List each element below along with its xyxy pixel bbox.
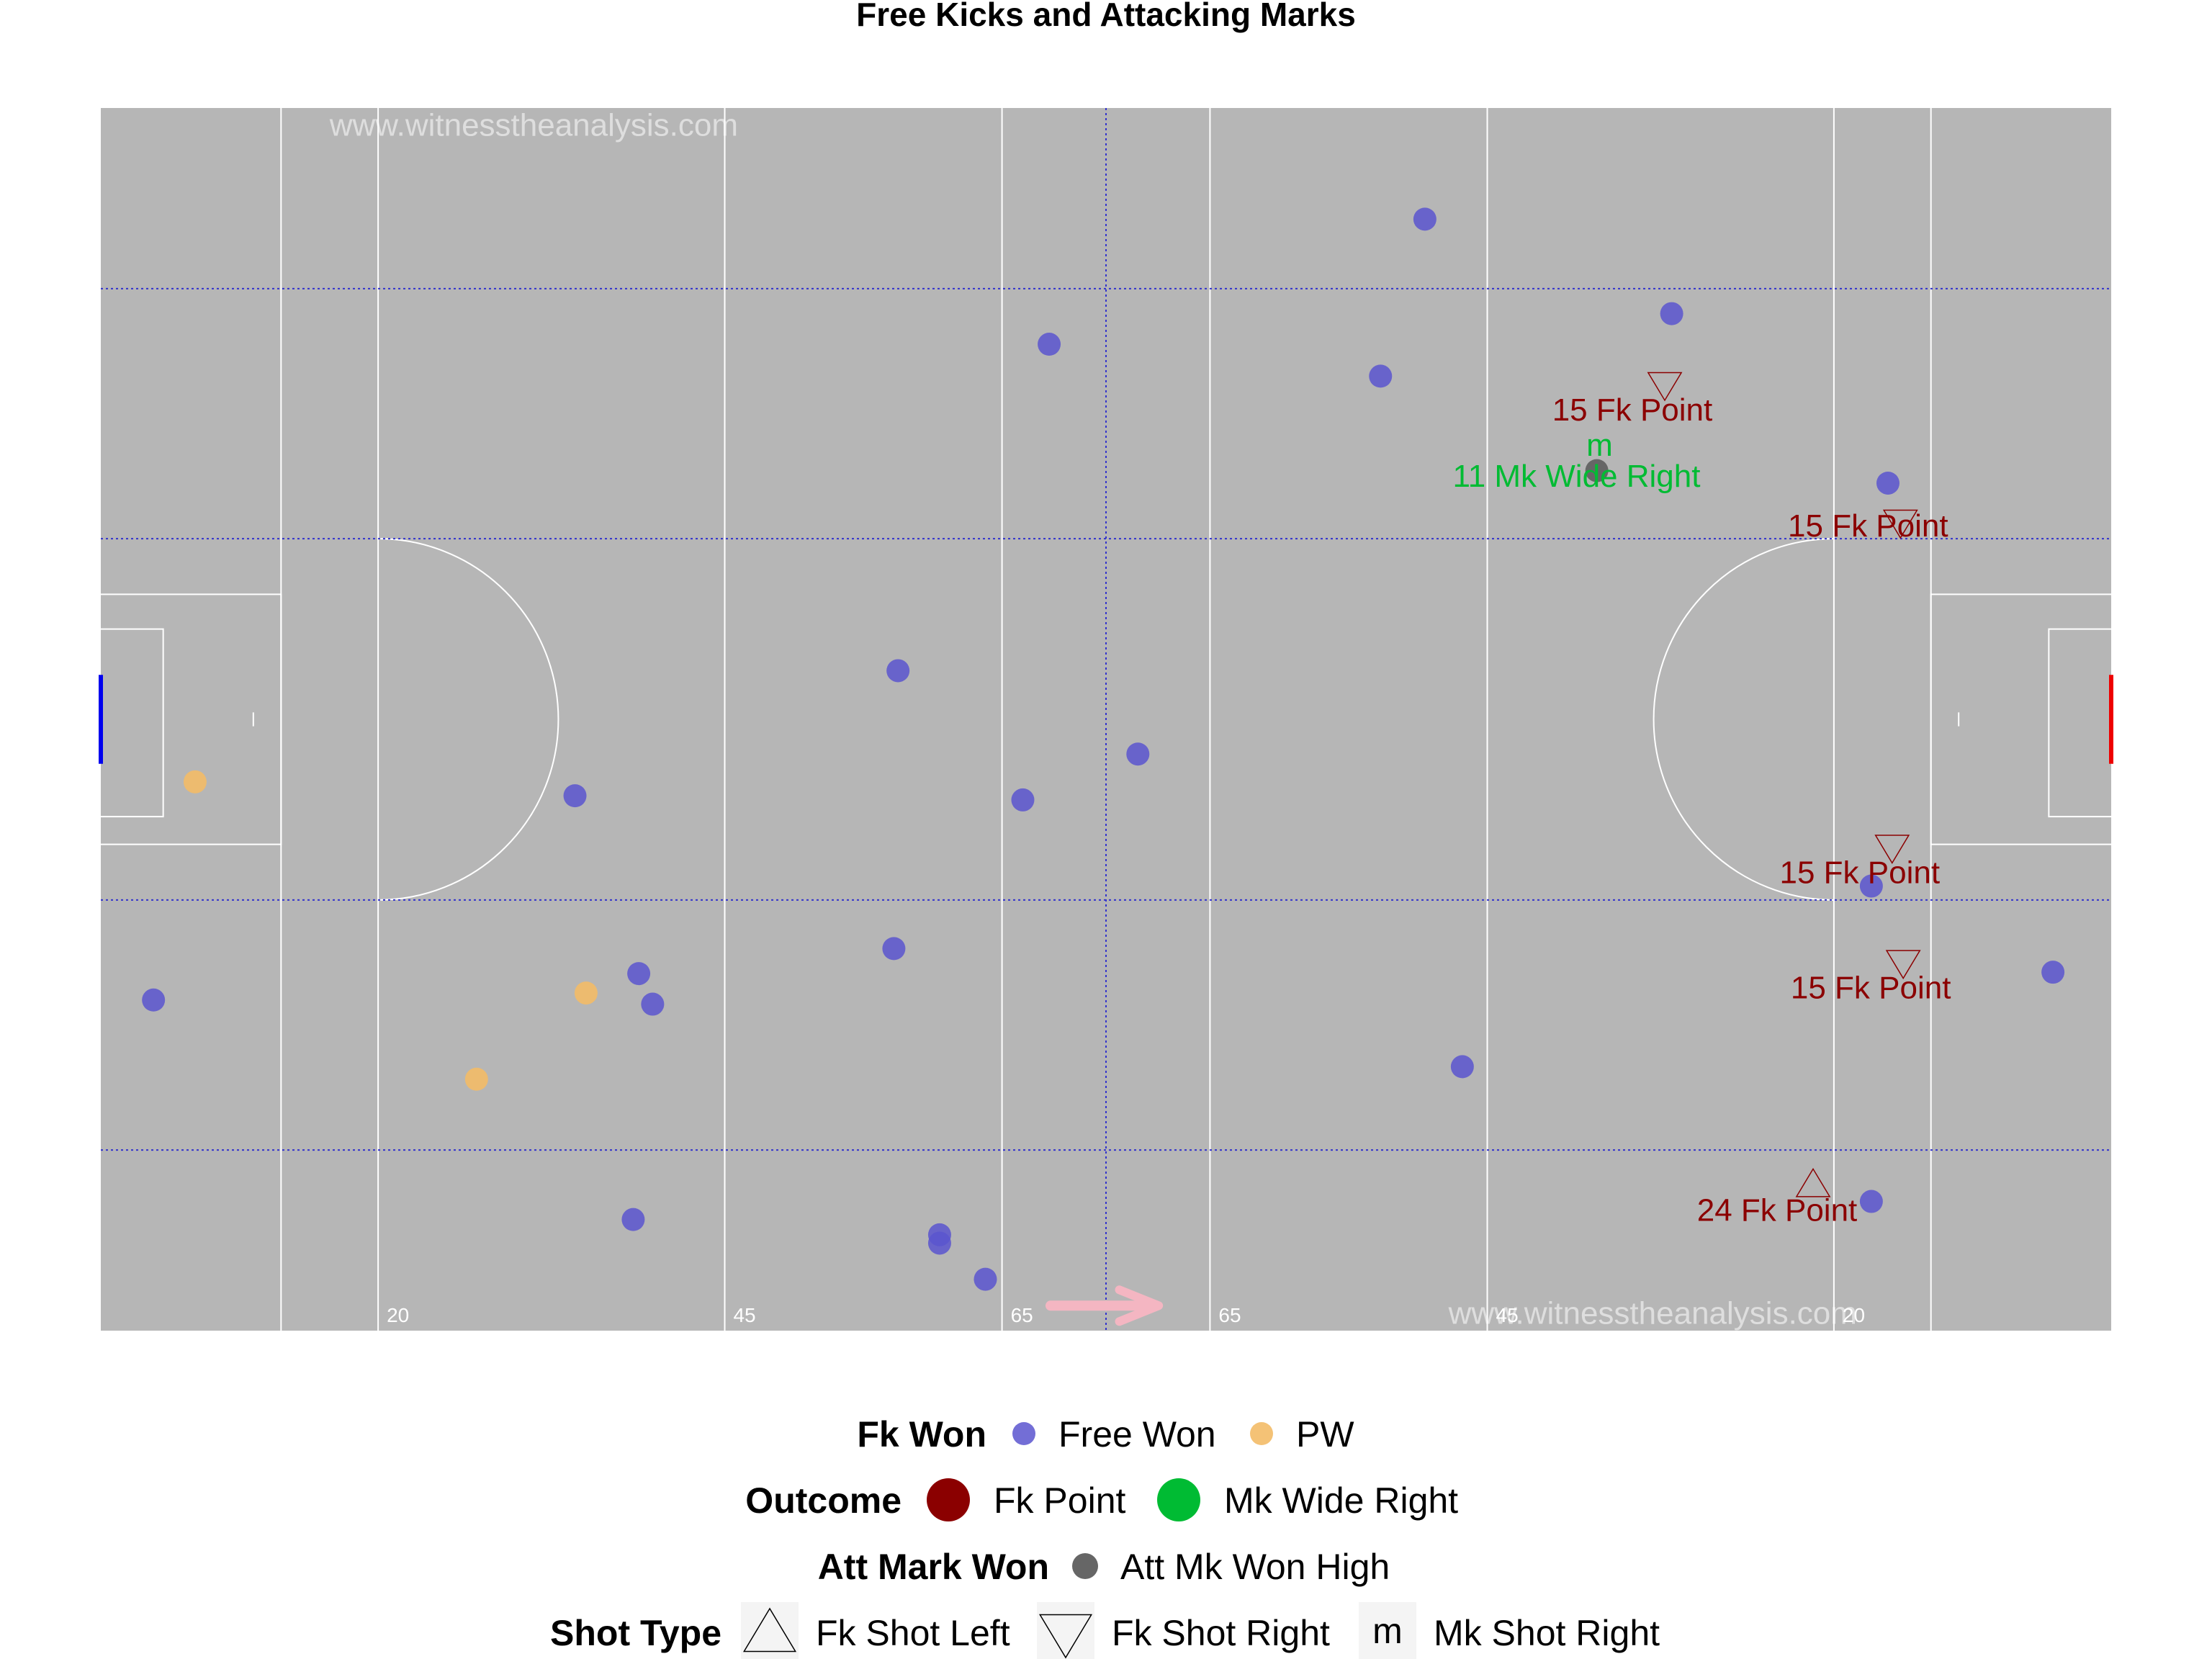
left-arc [378,538,559,901]
distance-label-2: 65 [1011,1304,1033,1326]
free-won-point-16 [1859,1190,1883,1213]
right-goal [2109,675,2113,764]
left-large-rectangle [101,593,282,845]
attack-direction-arrowhead [1115,1285,1164,1326]
distance-label-4: 45 [1496,1304,1519,1326]
free-won-point-11 [627,962,651,986]
legend-title-fk-won: Fk Won [857,1414,986,1455]
data-marks [142,207,2065,1291]
chart-title: Free Kicks and Attacking Marks [856,0,1356,33]
free-won-point-1 [1660,302,1683,325]
free-won-point-14 [2041,961,2065,984]
legend-key-fk-shot-right [1038,1614,1093,1659]
legend-key-fk-shot-left [742,1607,797,1653]
free-won-point-8 [1011,788,1035,811]
left-small-rectangle [101,628,164,818]
free-won-point-20 [974,1267,997,1291]
legend-label-fk-shot-left: Fk Shot Left [816,1613,1010,1653]
distance-label-0: 20 [387,1304,409,1326]
shot-symbol-4 [1795,1167,1831,1197]
legend-title-shot-type: Shot Type [550,1613,721,1653]
pitch: 20 45 65 65 45 20www.witnesstheanalysis.comww… [99,108,2113,1331]
legend-keybox-fk-shot-left [741,1602,799,1659]
pw-point-2 [464,1067,488,1091]
legend-label-att-mk-won-high: Att Mk Won High [1120,1547,1390,1587]
legend-keybox-fk-shot-right [1037,1602,1094,1659]
shot-symbol-3 [1885,950,1921,980]
legend-key-mk-shot-right: m [1372,1611,1403,1651]
pw-point-1 [574,981,598,1005]
att-mark-point-0 [1585,459,1609,482]
free-won-point-6 [1126,742,1150,766]
legend-key-fk-point [927,1478,970,1521]
legend-label-mk-shot-right: Mk Shot Right [1434,1613,1660,1653]
distance-label-5: 20 [1843,1304,1865,1326]
legend-key-free-won [1012,1422,1035,1445]
shot-symbol-2 [1874,835,1910,864]
right-arc [1653,538,1834,901]
legend-key-pw [1250,1422,1273,1445]
left-goal [99,675,103,764]
free-won-point-13 [142,988,166,1012]
shot-label-0: 15 Fk Point [1552,392,1713,428]
free-won-point-7 [563,784,587,808]
right-small-rectangle [2048,628,2111,818]
free-won-point-12 [641,992,665,1016]
legend-title-att-mark-won: Att Mark Won [818,1547,1049,1587]
free-won-point-0 [1413,207,1437,231]
shot-label-3: 15 Fk Point [1791,971,1951,1006]
free-won-point-19 [927,1231,951,1255]
legend-key-mk-wide-right [1157,1478,1200,1521]
free-won-point-3 [1369,364,1393,388]
legend-label-pw: PW [1296,1414,1354,1455]
free-won-point-10 [882,937,906,961]
distance-label-1: 45 [733,1304,755,1326]
shot-symbol-5: m [1586,428,1613,463]
shot-label-1: 15 Fk Point [1788,508,1948,544]
legend-label-fk-shot-right: Fk Shot Right [1112,1613,1330,1653]
free-won-point-4 [1876,471,1899,495]
free-won-point-5 [886,659,910,683]
free-won-point-2 [1038,333,1061,356]
watermark-bottom: www.witnesstheanalysis.com [1448,1295,1857,1331]
free-won-point-17 [621,1208,645,1231]
shot-label-2: 15 Fk Point [1779,855,1940,891]
shot-label-4: 24 Fk Point [1697,1192,1858,1228]
shot-symbol-0 [1647,372,1683,402]
pw-point-0 [183,770,207,793]
legend-keybox-mk-shot-right [1359,1602,1416,1659]
free-won-point-15 [1450,1055,1474,1079]
distance-label-3: 65 [1218,1304,1241,1326]
legend-label-free-won: Free Won [1058,1414,1216,1455]
legend-key-att-mk-won-high [1072,1553,1098,1579]
legend-title-outcome: Outcome [745,1480,902,1521]
legend: Fk Won Free Won PW Outcome Fk Point Mk Wide R… [550,1414,1660,1659]
legend-label-mk-wide-right: Mk Wide Right [1224,1480,1458,1521]
free-won-point-9 [1859,874,1883,898]
shot-symbol-1 [1882,509,1918,539]
right-large-rectangle [1930,593,2111,845]
watermark-top: www.witnesstheanalysis.com [329,108,738,143]
legend-label-fk-point: Fk Point [994,1480,1126,1521]
shot-label-5: 11 Mk Wide Right [1452,459,1700,494]
